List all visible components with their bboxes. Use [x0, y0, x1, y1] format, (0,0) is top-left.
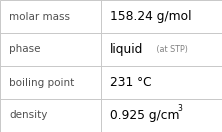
Text: molar mass: molar mass: [9, 11, 70, 22]
Text: liquid: liquid: [110, 43, 143, 56]
Text: (at STP): (at STP): [154, 45, 187, 54]
Text: boiling point: boiling point: [9, 77, 74, 88]
Text: 158.24 g/mol: 158.24 g/mol: [110, 10, 191, 23]
Text: 3: 3: [177, 104, 182, 113]
Text: 0.925 g/cm: 0.925 g/cm: [110, 109, 179, 122]
Text: 231 °C: 231 °C: [110, 76, 151, 89]
Text: phase: phase: [9, 44, 40, 55]
Text: density: density: [9, 110, 47, 121]
